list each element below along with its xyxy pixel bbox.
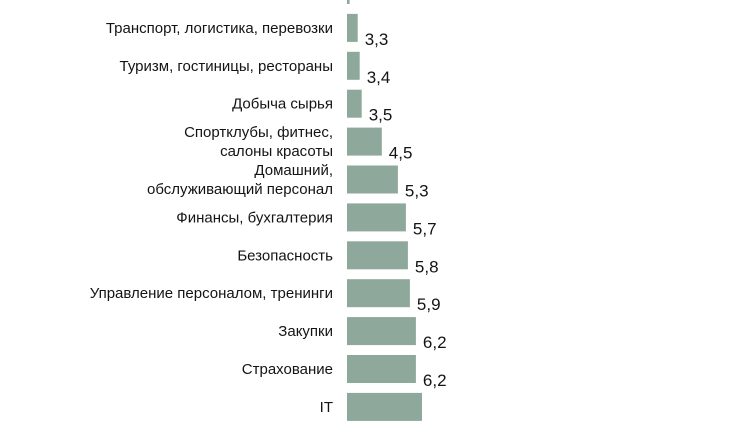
value-label: 4,5 [389,144,413,163]
value-label: 6,2 [423,333,447,352]
value-label: 3,4 [367,68,391,87]
bar [347,203,406,232]
category-label: Спортклубы, фитнес, салоны красоты [184,124,333,160]
bar [347,241,408,270]
bar [347,13,358,42]
bar [347,165,398,194]
bar [347,89,362,118]
category-label: Управление персоналом, тренинги [90,285,333,302]
category-label: Страхование [242,361,333,378]
category-label: Добыча сырья [232,96,333,113]
category-label: IT [320,399,333,416]
category-label: Транспорт, логистика, перевозки [106,20,333,37]
value-label: 3,5 [369,106,393,125]
value-label: 5,7 [413,219,437,238]
value-label: 6,2 [423,371,447,390]
category-label: Безопасность [237,247,333,264]
bar [347,51,360,80]
category-label: Домашний, обслуживающий персонал [147,162,333,198]
value-label: 3,3 [365,30,389,49]
bar [347,317,416,346]
bar [347,279,410,308]
bar [347,0,350,4]
category-label: Туризм, гостиницы, рестораны [120,58,333,75]
bar [347,355,416,383]
bar [347,392,422,421]
bar [347,127,382,156]
value-label: 5,8 [415,257,439,276]
bars-group [347,0,422,421]
category-label: Финансы, бухгалтерия [176,209,333,226]
value-label: 5,3 [405,182,429,201]
value-label: 5,9 [417,295,441,314]
category-label: Закупки [278,323,333,340]
